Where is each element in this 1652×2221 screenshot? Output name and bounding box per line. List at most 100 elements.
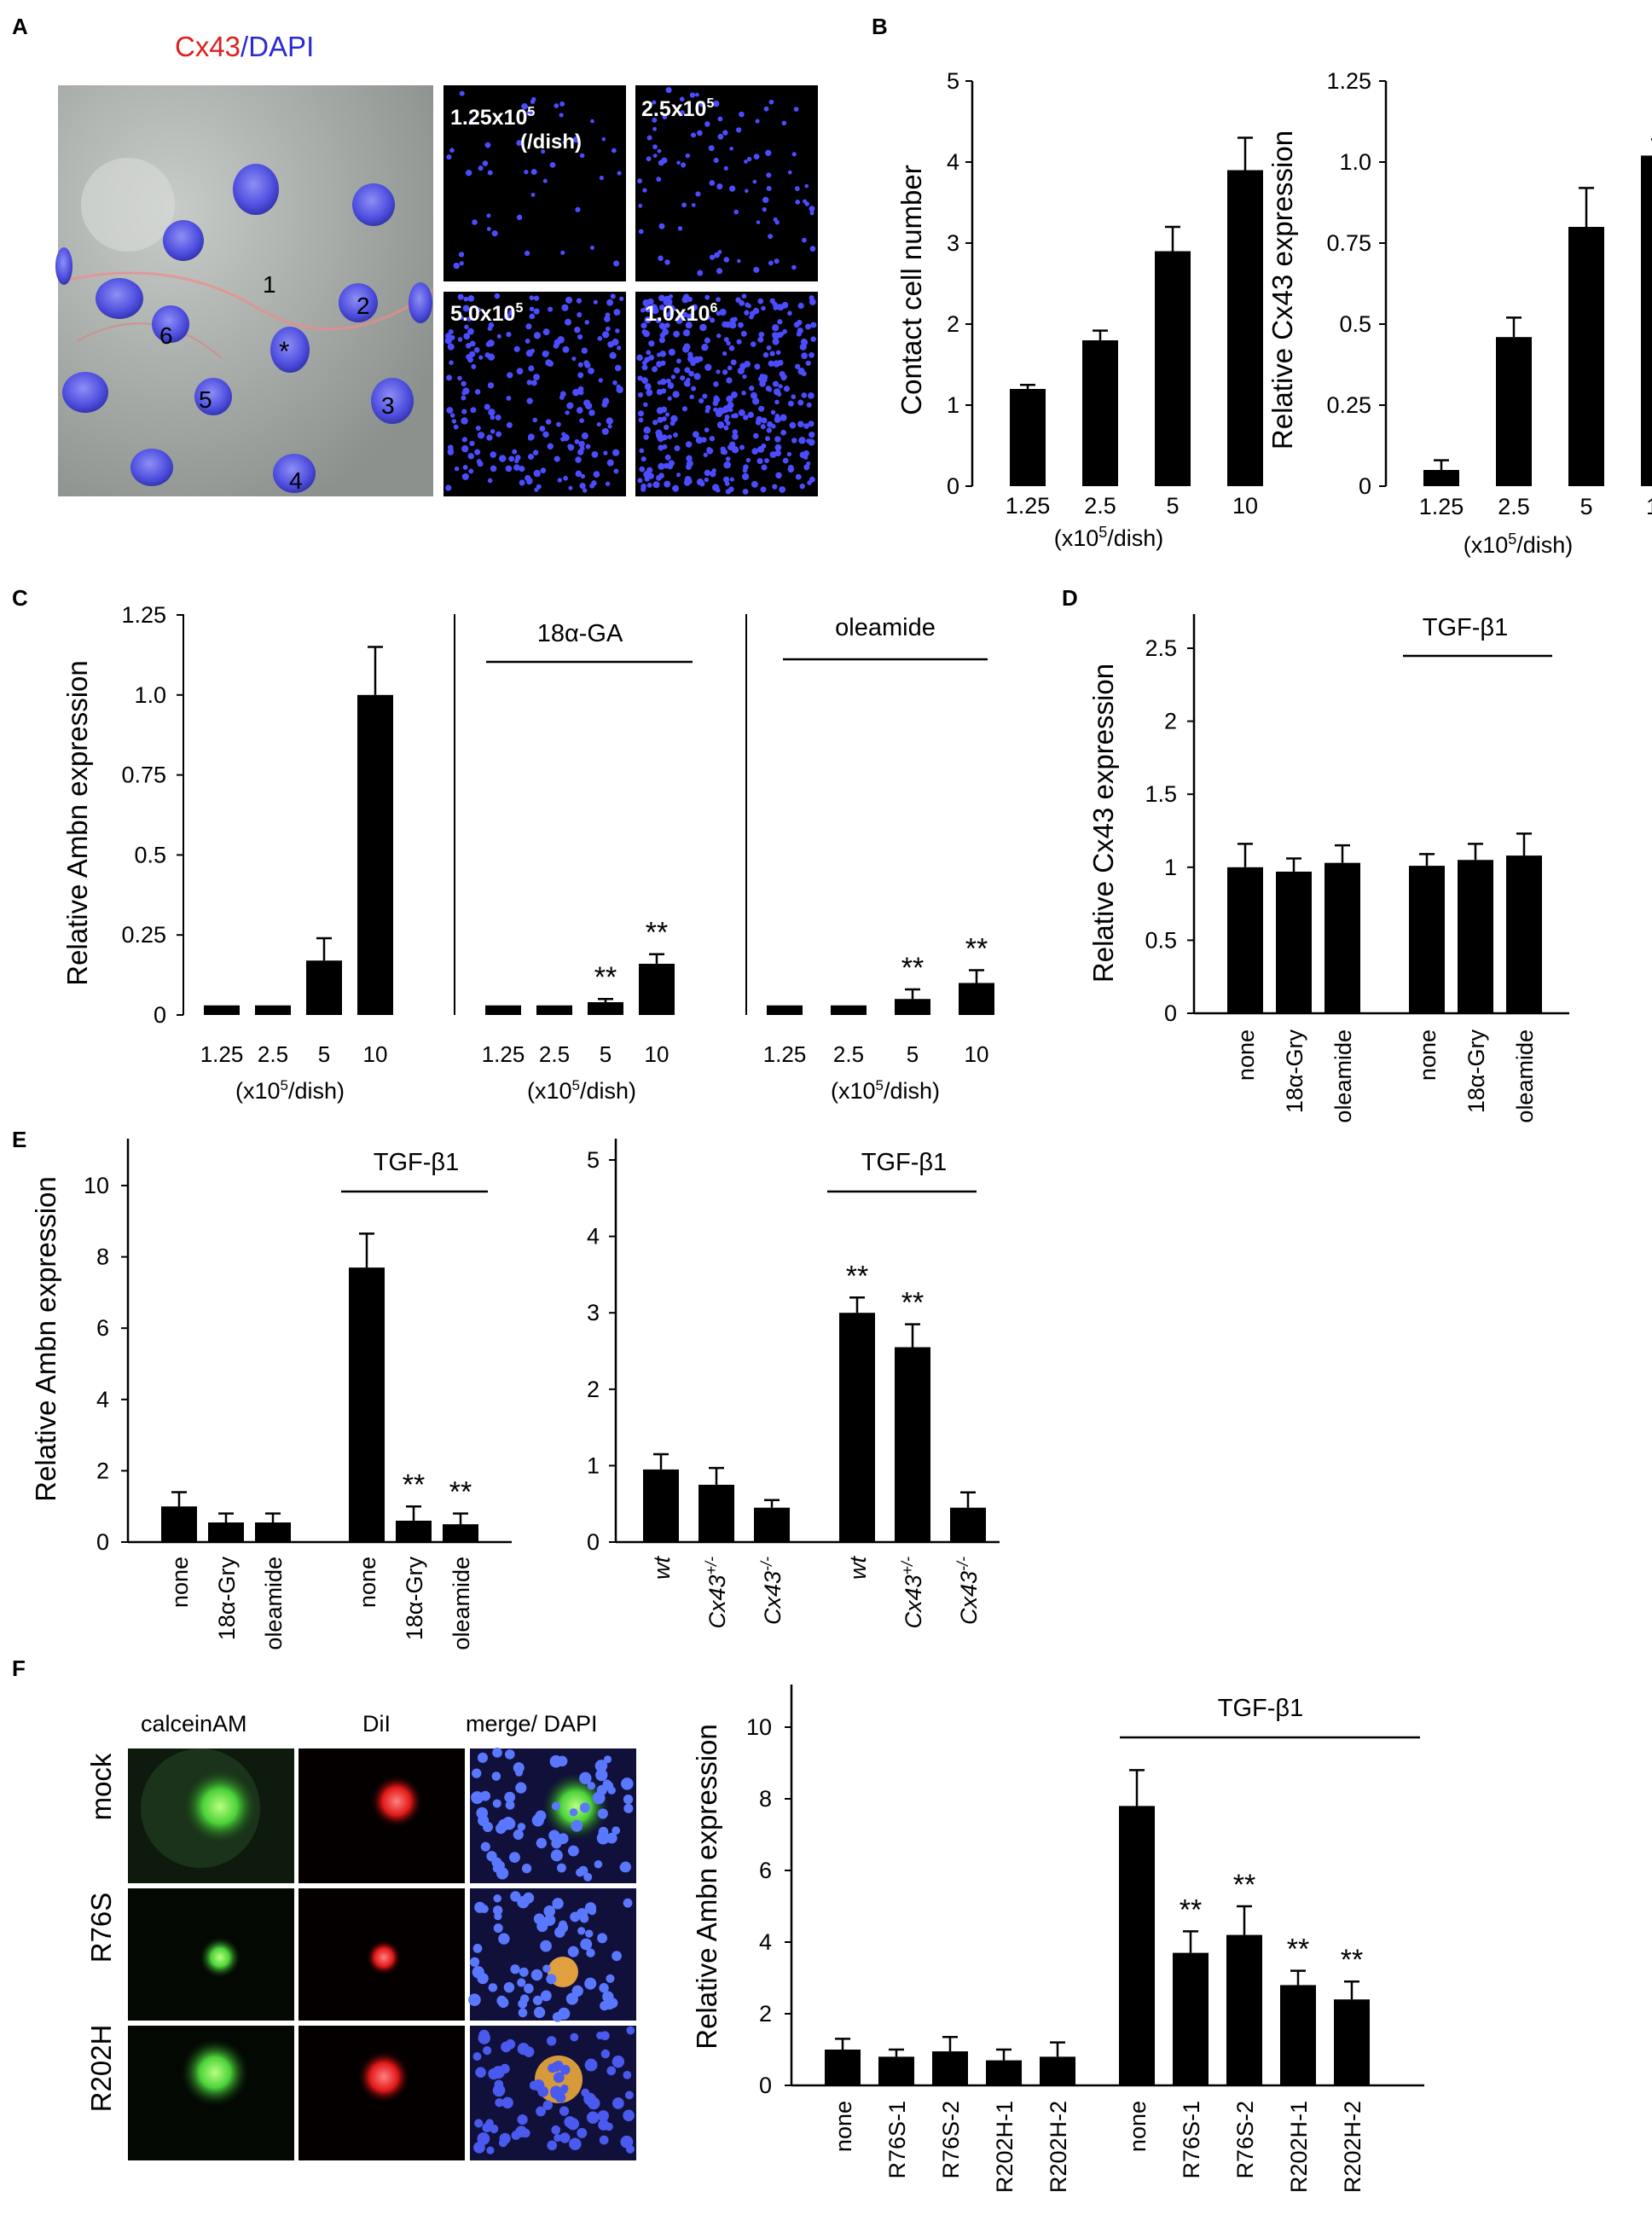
dapi-dot (559, 113, 564, 118)
dapi-dot (717, 250, 722, 254)
y-tick-label: 3 (587, 1300, 600, 1325)
dapi-dot (548, 306, 554, 312)
dapi-dot (451, 419, 457, 424)
dapi-dot (554, 2134, 562, 2143)
dapi-dot (747, 411, 754, 419)
panel-letter-a: A (12, 14, 28, 39)
dapi-dot (501, 2096, 513, 2109)
dapi-dot (661, 388, 667, 394)
dapi-dot (532, 2079, 545, 2091)
density-label-3: 5.0x105 (450, 301, 523, 326)
dapi-dot (599, 175, 604, 181)
bar (878, 2056, 914, 2085)
dapi-dot (716, 310, 722, 316)
dapi-dot (525, 338, 530, 344)
dapi-dot (468, 468, 474, 474)
dapi-dot (744, 360, 751, 368)
category-label: 10 (1646, 494, 1652, 519)
dapi-dot (774, 415, 781, 423)
dapi-dot (667, 396, 672, 401)
dapi-dot (554, 455, 560, 462)
dapi-dot (643, 434, 649, 440)
chart-b1-ylabel: Contact cell number (896, 165, 927, 415)
dapi-dot (806, 402, 812, 408)
dapi-dot (598, 1826, 609, 1837)
dapi-dot (738, 409, 745, 416)
dapi-dot (665, 378, 671, 384)
cx43-label: Cx43 (175, 31, 241, 62)
dapi-dot (552, 1898, 564, 1910)
dapi-dot (655, 432, 664, 439)
dapi-dot (515, 1782, 527, 1794)
dapi-dot (559, 2132, 571, 2143)
cell-label-star: * (279, 336, 289, 367)
bar (986, 2060, 1022, 2085)
dapi-dot (446, 154, 452, 160)
dapi-dot (774, 449, 781, 457)
dapi-dot (533, 332, 542, 339)
dapi-dot (809, 211, 814, 216)
dapi-dot (756, 457, 763, 465)
bar (1276, 871, 1312, 1013)
bar (1227, 170, 1263, 486)
dapi-dot (578, 1865, 588, 1876)
dapi-dot (656, 177, 662, 183)
dapi-dot (472, 2052, 482, 2062)
bar (1641, 155, 1652, 486)
dapi-dot (673, 432, 678, 438)
dapi-dot (778, 384, 783, 389)
dapi-dot (664, 412, 670, 417)
y-tick-label: 0 (154, 1002, 166, 1028)
dapi-dot (474, 449, 481, 455)
dapi-dot (623, 1794, 634, 1805)
dapi-dot (799, 483, 805, 490)
category-label: 18α-Gry (402, 1557, 427, 1641)
dapi-dot (719, 308, 727, 316)
dapi-dot (777, 359, 784, 366)
dapi-dot (477, 432, 485, 439)
dapi-dot (637, 478, 643, 484)
dapi-dot (745, 457, 751, 463)
dapi-dot (570, 2033, 579, 2042)
bar (643, 1469, 679, 1542)
dapi-dot (713, 407, 718, 413)
dapi-dot (584, 2058, 598, 2072)
dapi-dot (780, 375, 786, 381)
category-label: Cx43-/- (758, 1557, 785, 1625)
dapi-dot (723, 461, 732, 469)
dapi-dot (803, 199, 808, 204)
dapi-dot (762, 351, 769, 358)
bar (767, 1005, 803, 1015)
dapi-dot (478, 1814, 490, 1827)
dapi-dot (474, 1901, 486, 1913)
dapi-dot (521, 102, 528, 110)
y-tick-label: 10 (746, 1714, 772, 1740)
dapi-dot (742, 488, 749, 495)
dapi-dot (462, 387, 470, 395)
dapi-dot (802, 237, 807, 243)
bar (255, 1005, 291, 1015)
dapi-dot (584, 362, 591, 368)
dapi-dot (716, 268, 723, 275)
dapi-dot (724, 321, 732, 328)
dapi-dot (519, 1994, 530, 2004)
dapi-dot (606, 1832, 617, 1844)
dapi-dot (704, 408, 710, 414)
dapi-dot (641, 456, 646, 462)
dapi-dot (606, 299, 614, 306)
dapi-dot (472, 1944, 483, 1953)
dapi-dot (669, 305, 675, 312)
dapi-dot (619, 296, 624, 301)
dapi-dot (641, 329, 647, 335)
category-label: 1.25 (1419, 494, 1464, 519)
dapi-dot (494, 293, 501, 299)
dapi-dot (491, 230, 498, 237)
dapi-dot (793, 107, 799, 112)
y-tick-label: 1 (1164, 855, 1177, 880)
dapi-dot (802, 340, 808, 346)
cell-label-6: 6 (159, 322, 173, 349)
col-label-calcein: calceinAM (141, 1711, 247, 1737)
dapi-dot (459, 261, 464, 266)
dapi-dot (557, 478, 562, 483)
dapi-dot (553, 2072, 565, 2084)
